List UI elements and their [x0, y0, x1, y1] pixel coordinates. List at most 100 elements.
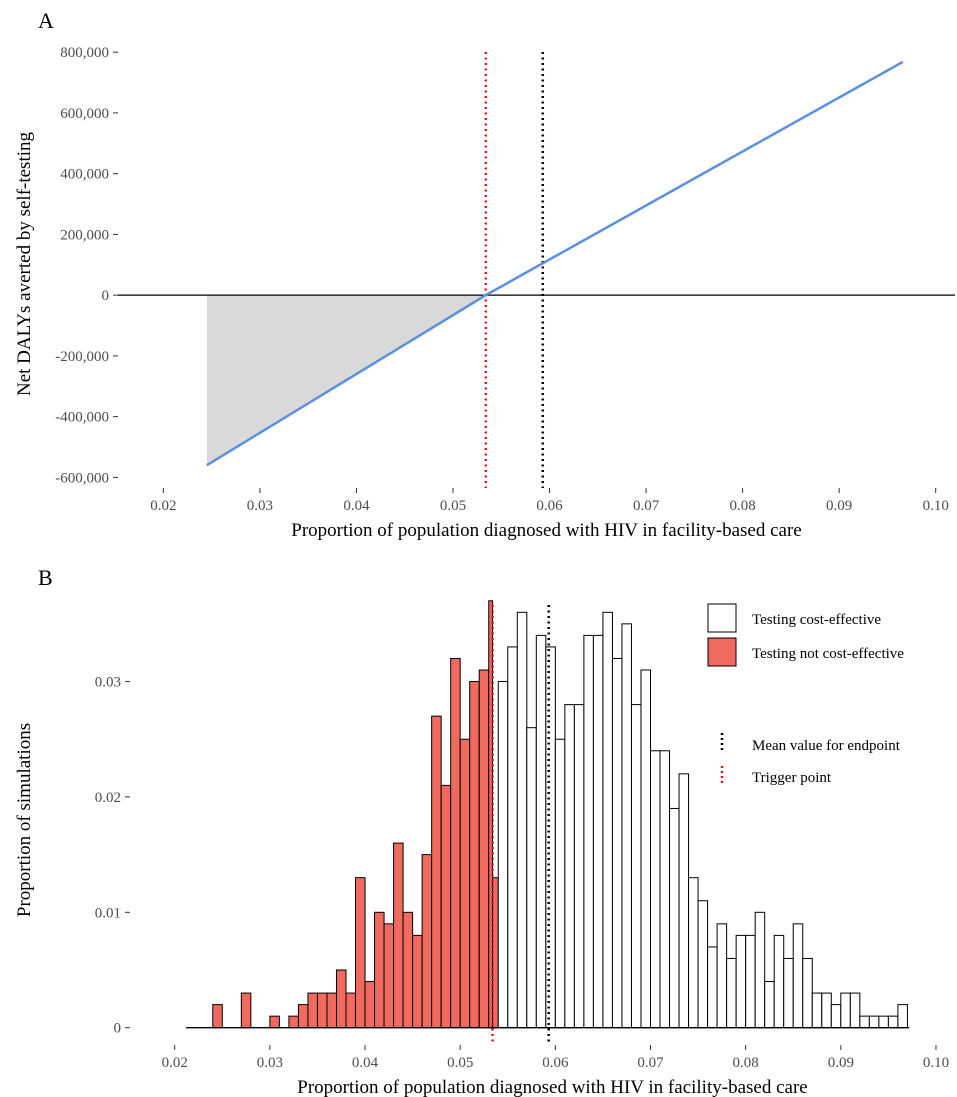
y-tick-label: -600,000	[55, 470, 109, 486]
histogram-bar-not-cost-effective	[269, 1015, 280, 1029]
histogram-bar-not-cost-effective	[326, 992, 337, 1029]
histogram-bar-cost-effective	[497, 681, 509, 1029]
histogram-bar-cost-effective	[697, 900, 709, 1029]
y-tick-label: 0.02	[95, 790, 121, 806]
histogram-bar-cost-effective	[669, 807, 680, 1029]
histogram-bar-cost-effective	[840, 992, 851, 1029]
histogram-bar-cost-effective	[611, 657, 623, 1029]
panel-b-legend: Testing cost-effective Testing not cost-…	[707, 603, 904, 786]
y-tick-label: 0	[102, 288, 110, 304]
histogram-bar-cost-effective	[640, 669, 652, 1029]
histogram-bar-cost-effective	[516, 611, 528, 1029]
histogram-bar-cost-effective	[621, 623, 632, 1029]
y-tick-label: 0.01	[95, 905, 121, 921]
histogram-bar-not-cost-effective	[297, 1004, 309, 1029]
y-tick-label: 200,000	[60, 227, 109, 243]
x-tick-label: 0.10	[923, 1055, 949, 1071]
histogram-bar-cost-effective	[602, 611, 613, 1029]
x-tick-label: 0.08	[733, 1055, 759, 1071]
panel-b-label: B	[38, 565, 53, 590]
histogram-bar-cost-effective	[630, 704, 642, 1029]
y-tick-label: -200,000	[55, 349, 109, 365]
x-axis-title: Proportion of population diagnosed with …	[297, 1077, 807, 1097]
x-axis-title: Proportion of population diagnosed with …	[291, 520, 801, 541]
x-tick-label: 0.05	[447, 1055, 473, 1071]
histogram-bar-cost-effective	[688, 877, 699, 1029]
histogram-bar-not-cost-effective	[307, 992, 318, 1029]
x-tick-label: 0.06	[542, 1055, 569, 1071]
histogram-bar-not-cost-effective	[469, 681, 480, 1029]
histogram-bar-cost-effective	[764, 981, 775, 1029]
histogram-bar-not-cost-effective	[355, 877, 366, 1029]
y-tick-label: 800,000	[60, 45, 109, 61]
panel-b-histogram: 0.02 0.03 0.04 0.05 0.06 0.07 0.08 0.09 0.10 0 0.0…	[14, 600, 949, 1097]
histogram-bar-cost-effective	[564, 704, 575, 1029]
y-tick-label: 600,000	[60, 106, 109, 122]
histogram-bar-cost-effective	[535, 634, 547, 1029]
histogram-bar-not-cost-effective	[374, 911, 385, 1029]
histogram-bar-not-cost-effective	[288, 1015, 299, 1029]
histogram-bar-not-cost-effective	[450, 657, 461, 1029]
x-tick-label: 0.02	[162, 1055, 188, 1071]
histogram-bar-not-cost-effective	[316, 992, 328, 1029]
histogram-bar-cost-effective	[716, 923, 728, 1029]
x-tick-label: 0.05	[440, 498, 466, 514]
x-tick-label: 0.04	[352, 1055, 379, 1071]
histogram-bar-not-cost-effective	[412, 934, 423, 1029]
legend-swatch-cost-effective	[707, 603, 737, 633]
y-tick-label: 400,000	[60, 167, 109, 183]
x-tick-label: 0.03	[257, 1055, 283, 1071]
x-tick-label: 0.02	[150, 498, 176, 514]
histogram-bar-not-cost-effective	[364, 981, 376, 1029]
histogram-bar-not-cost-effective	[459, 738, 471, 1029]
histogram-bar-cost-effective	[554, 738, 566, 1029]
histogram-bar-not-cost-effective	[345, 992, 357, 1029]
x-tick-label: 0.06	[536, 498, 563, 514]
histogram-bar-cost-effective	[821, 992, 832, 1029]
histogram-bar-cost-effective	[726, 957, 737, 1029]
histogram-bar-cost-effective	[735, 934, 747, 1029]
histogram-bar-cost-effective	[507, 646, 518, 1029]
histogram-bar-cost-effective	[659, 750, 671, 1029]
y-tick-label: 0.03	[95, 675, 121, 691]
histogram-bar-cost-effective	[792, 923, 804, 1029]
x-tick-label: 0.09	[828, 1055, 854, 1071]
histogram-bar-not-cost-effective	[393, 842, 404, 1029]
histogram-bar-cost-effective	[573, 704, 585, 1029]
histogram-bar-not-cost-effective	[335, 969, 347, 1029]
panel-a-line-chart: 0.02 0.03 0.04 0.05 0.06 0.07 0.08 0.09 0.10 -600…	[14, 45, 955, 541]
y-axis-title: Proportion of simulations	[14, 723, 35, 917]
histogram-bar-cost-effective	[583, 634, 594, 1029]
histogram-bar-cost-effective	[849, 992, 861, 1029]
y-tick-label: 0	[114, 1021, 122, 1037]
histogram-bar-cost-effective	[745, 934, 756, 1029]
histogram-bar-not-cost-effective	[440, 784, 452, 1029]
histogram-bar-cost-effective	[650, 750, 661, 1029]
histogram-bar-cost-effective	[859, 1015, 870, 1029]
x-tick-label: 0.09	[826, 498, 852, 514]
histogram-bar-not-cost-effective	[431, 715, 442, 1029]
histogram-bar-cost-effective	[830, 1004, 842, 1029]
histogram-bar-cost-effective	[707, 946, 718, 1029]
y-axis-title: Net DALYs averted by self-testing	[14, 131, 35, 396]
histogram-bar-not-cost-effective	[402, 911, 414, 1029]
histogram-bar-not-cost-effective	[212, 1004, 223, 1029]
y-tick-label: -400,000	[55, 410, 109, 426]
histogram-bar-cost-effective	[878, 1015, 889, 1029]
panel-a-label: A	[38, 8, 54, 33]
histogram-bar-cost-effective	[526, 727, 537, 1029]
histogram-bar-cost-effective	[897, 1004, 908, 1029]
histogram-bar-cost-effective	[754, 911, 766, 1029]
histogram-bar-cost-effective	[887, 1015, 899, 1029]
x-tick-label: 0.10	[923, 498, 949, 514]
histogram-bar-cost-effective	[678, 773, 690, 1029]
histogram-bar-cost-effective	[773, 934, 785, 1029]
legend-label-mean-value: Mean value for endpoint	[752, 738, 901, 754]
legend-label-cost-effective: Testing cost-effective	[752, 612, 881, 628]
histogram-bar-cost-effective	[545, 646, 556, 1029]
histogram-bar-cost-effective	[802, 957, 813, 1029]
x-tick-label: 0.08	[729, 498, 755, 514]
histogram-bar-not-cost-effective	[478, 669, 490, 1029]
legend-label-trigger-point: Trigger point	[752, 770, 832, 786]
